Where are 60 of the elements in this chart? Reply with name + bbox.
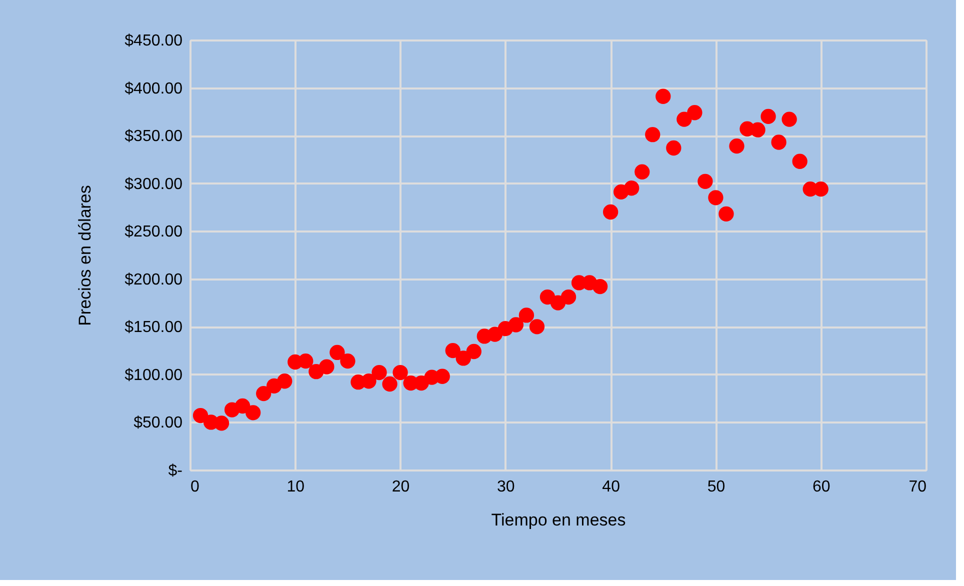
point (456, 350, 471, 366)
point (708, 190, 724, 206)
point (434, 368, 450, 384)
point (466, 344, 482, 360)
y-tick-label: $100.00 (124, 366, 183, 384)
point (634, 164, 650, 180)
point (192, 408, 208, 424)
x-tick-label: 30 (497, 478, 515, 496)
point (718, 206, 734, 222)
y-tick-label: $300.00 (124, 176, 183, 193)
point (392, 364, 408, 380)
point (330, 344, 345, 360)
x-tick-label: 70 (908, 478, 927, 496)
point (782, 112, 797, 127)
x-tick-label: 20 (392, 478, 410, 496)
point (518, 308, 534, 323)
point (656, 88, 671, 104)
y-axis-title: Precios en dólares (76, 185, 95, 326)
point (382, 376, 398, 392)
point (624, 180, 640, 196)
point (729, 138, 744, 154)
point (298, 354, 314, 369)
x-tick-label: 40 (602, 478, 620, 496)
point (319, 359, 334, 374)
y-tick-label: $200.00 (124, 271, 183, 288)
point (771, 134, 786, 150)
point (508, 317, 524, 332)
point (666, 140, 682, 156)
y-tick-label: $450.00 (124, 32, 183, 50)
point (529, 319, 545, 334)
point (760, 108, 776, 124)
y-tick-label: $250.00 (124, 224, 183, 241)
x-tick-label: 60 (812, 478, 830, 496)
point (687, 105, 702, 120)
y-tick-label: $400.00 (124, 80, 183, 98)
point (750, 122, 766, 138)
y-tick-label: $350.00 (124, 128, 183, 146)
point (445, 342, 460, 358)
point (560, 289, 576, 305)
point (602, 204, 618, 220)
point (277, 374, 292, 389)
point (234, 398, 250, 414)
point (372, 364, 387, 380)
y-tick-label: $150.00 (124, 319, 183, 336)
y-tick-label: $- (168, 462, 182, 480)
point (246, 405, 261, 420)
point (792, 154, 808, 169)
x-tick-label: 10 (286, 478, 305, 496)
x-axis-title: Tiempo en meses (491, 510, 626, 530)
point (698, 174, 713, 189)
point (592, 278, 608, 294)
point (645, 127, 660, 142)
point (340, 354, 356, 369)
x-tick-label: 0 (190, 478, 200, 496)
y-tick-label: $50.00 (134, 414, 183, 432)
point (256, 386, 272, 402)
x-tick-label: 50 (707, 478, 726, 496)
point (676, 112, 692, 127)
point (361, 374, 376, 389)
point (214, 416, 230, 431)
